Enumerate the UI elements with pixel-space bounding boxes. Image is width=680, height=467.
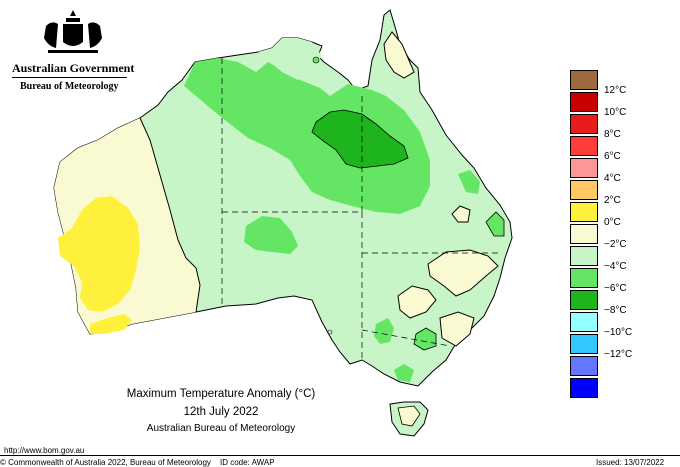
dark-green-core: [311, 109, 409, 169]
footer-id-code: ID code: AWAP: [220, 458, 275, 467]
legend-label: 4°C: [604, 173, 621, 184]
legend-swatch: [570, 92, 598, 112]
legend-swatch: [570, 180, 598, 200]
legend-swatch: [570, 246, 598, 266]
legend-swatch: [570, 268, 598, 288]
legend-swatch: [570, 312, 598, 332]
central-green: [244, 216, 298, 254]
map-date: 12th July 2022: [183, 406, 259, 418]
map-title: Maximum Temperature Anomaly (°C): [126, 388, 316, 400]
legend-swatch: [570, 224, 598, 244]
east-cream-1: [427, 249, 499, 297]
legend-label: 8°C: [604, 129, 621, 140]
east-cream-4: [451, 205, 471, 223]
footer-url: http://www.bom.gov.au: [4, 446, 85, 455]
legend-swatch: [570, 290, 598, 310]
state-borders: [221, 58, 500, 360]
legend-label: 6°C: [604, 151, 621, 162]
legend-label: −2°C: [604, 239, 627, 250]
legend-label: −8°C: [604, 305, 627, 316]
tasmania-cream: [397, 405, 421, 427]
bureau-title: Bureau of Meteorology: [20, 81, 119, 92]
legend-swatch: [570, 334, 598, 354]
legend-label: 2°C: [604, 195, 621, 206]
se-green-2: [413, 327, 437, 351]
legend-swatch: [570, 356, 598, 376]
footer-copyright: © Commonwealth of Australia 2022, Bureau…: [0, 458, 211, 467]
map-org: Australian Bureau of Meteorology: [146, 423, 296, 434]
footer-issued: Issued: 13/07/2022: [596, 458, 665, 467]
legend-swatch: [570, 70, 598, 90]
legend-label: −4°C: [604, 261, 627, 272]
government-title: Australian Government: [12, 61, 135, 75]
legend-swatch: [570, 136, 598, 156]
footer-rule: [0, 455, 680, 456]
legend-label: 0°C: [604, 217, 621, 228]
legend-label: 12°C: [604, 85, 627, 96]
southwest-yellow: [90, 314, 132, 334]
west-yellow: [58, 196, 140, 312]
legend-swatch: [570, 378, 598, 398]
legend-label: −12°C: [604, 349, 633, 360]
east-cream-3: [439, 311, 475, 347]
legend-label: −6°C: [604, 283, 627, 294]
east-small-green: [485, 211, 505, 237]
legend-swatch: [570, 158, 598, 178]
legend-swatch: [570, 202, 598, 222]
se-green-1: [374, 318, 394, 344]
legend-label: 10°C: [604, 107, 627, 118]
north-light: [258, 38, 322, 80]
east-cream-2: [397, 285, 437, 319]
coat-of-arms-icon: [44, 10, 102, 53]
header-rule: [12, 77, 127, 78]
north-green: [184, 58, 430, 214]
cape-cream: [383, 31, 415, 79]
legend-label: −10°C: [604, 327, 633, 338]
se-green-3: [394, 364, 414, 382]
northeast-green: [458, 170, 480, 194]
legend-swatch: [570, 114, 598, 134]
west-boundary: [139, 117, 201, 313]
